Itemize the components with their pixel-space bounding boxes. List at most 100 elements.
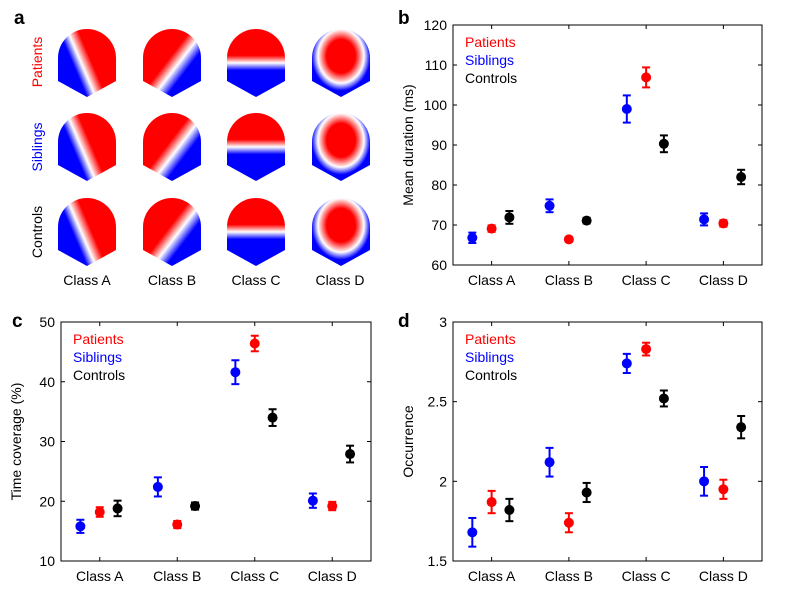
series-patients — [94, 334, 338, 530]
x-tick-label: Class C — [622, 568, 671, 584]
y-tick-label: 3 — [439, 314, 447, 330]
data-point — [172, 519, 183, 530]
data-point — [327, 501, 338, 512]
series-patients — [486, 66, 729, 245]
topomap-siblings-class-c — [227, 113, 285, 181]
y-tick-label: 2 — [439, 473, 447, 489]
topomap-patients-class-a — [58, 29, 116, 97]
y-tick-label: 1.5 — [428, 553, 448, 569]
topomap-siblings-class-d — [312, 113, 370, 181]
series-siblings — [467, 94, 710, 244]
y-tick-label: 20 — [39, 493, 55, 509]
legend-entry-controls: Controls — [465, 70, 517, 86]
series-controls — [504, 134, 747, 226]
x-tick-label: Class D — [699, 568, 748, 584]
panel-label-c: c — [12, 311, 23, 332]
data-point — [641, 72, 652, 83]
y-tick-label: 90 — [431, 137, 447, 153]
y-tick-label: 100 — [424, 97, 448, 113]
panel-label-d: d — [398, 311, 410, 332]
topomap-controls-class-d — [312, 198, 370, 266]
topomap-patients-class-d — [312, 29, 370, 97]
legend-entry-patients: Patients — [73, 331, 124, 347]
x-tick-label: Class D — [308, 568, 357, 584]
x-tick-label: Class C — [230, 568, 279, 584]
data-point — [718, 484, 729, 495]
series-controls — [504, 389, 747, 523]
legend-entry-patients: Patients — [465, 331, 516, 347]
data-point — [658, 393, 669, 404]
x-tick-label: Class B — [153, 568, 201, 584]
x-tick-label: Class B — [545, 568, 593, 584]
data-point — [581, 215, 592, 226]
data-point — [563, 234, 574, 245]
legend-entry-patients: Patients — [465, 34, 516, 50]
column-label-class-d: Class D — [315, 272, 364, 288]
y-axis-label: Mean duration (ms) — [400, 84, 416, 205]
y-tick-label: 10 — [39, 553, 55, 569]
topomap-siblings-class-b — [143, 113, 201, 181]
y-tick-label: 120 — [424, 17, 448, 33]
legend-entry-siblings: Siblings — [465, 52, 514, 68]
data-point — [736, 422, 747, 433]
data-point — [345, 449, 356, 460]
legend-entry-siblings: Siblings — [465, 349, 514, 365]
series-controls — [112, 408, 356, 518]
y-tick-label: 2.5 — [428, 394, 448, 410]
y-tick-label: 110 — [425, 57, 448, 73]
y-tick-label: 80 — [431, 177, 447, 193]
data-point — [152, 481, 163, 492]
data-point — [544, 457, 555, 468]
topomap-controls-class-b — [143, 198, 201, 266]
data-point — [699, 214, 710, 225]
legend-entry-siblings: Siblings — [73, 349, 122, 365]
legend-entry-controls: Controls — [73, 367, 125, 383]
data-point — [467, 232, 478, 243]
series-patients — [486, 341, 729, 534]
y-axis-label: Time coverage (%) — [8, 383, 24, 501]
mean-duration-chart: 60 70 80 90 100 110 120 Class A Class B Class C Cl… — [400, 17, 763, 288]
row-label-siblings: Siblings — [29, 122, 45, 171]
data-point — [621, 104, 632, 114]
legend-entry-controls: Controls — [465, 367, 517, 383]
data-point — [658, 138, 669, 149]
topomap-patients-class-c — [227, 29, 285, 97]
y-axis-label: Occurrence — [400, 405, 416, 478]
data-point — [563, 517, 574, 528]
data-point — [718, 218, 729, 229]
x-tick-label: Class C — [622, 272, 671, 288]
row-label-patients: Patients — [29, 37, 45, 88]
time-coverage-chart: 10 20 30 40 50 Class A Class B Class C Class D Ti… — [8, 314, 372, 584]
data-point — [307, 495, 318, 506]
data-point — [621, 358, 632, 369]
y-tick-label: 60 — [431, 257, 447, 273]
column-label-class-c: Class C — [231, 272, 280, 288]
topomap-controls-class-c — [227, 198, 285, 266]
series-siblings — [467, 352, 710, 548]
column-label-class-a: Class A — [63, 272, 111, 288]
series-siblings — [75, 359, 318, 534]
y-tick-label: 30 — [39, 434, 55, 450]
occurrence-chart: 1.5 2 2.5 3 Class A Class B Class C Class D Occu… — [400, 314, 763, 584]
data-point — [544, 200, 555, 211]
data-point — [486, 223, 497, 234]
data-point — [190, 501, 201, 512]
data-point — [581, 487, 592, 498]
data-point — [467, 527, 478, 538]
data-point — [504, 212, 515, 223]
data-point — [486, 497, 497, 508]
row-label-controls: Controls — [29, 206, 45, 258]
topomap-controls-class-a — [58, 198, 116, 266]
data-point — [112, 503, 123, 514]
y-tick-label: 50 — [39, 314, 55, 330]
data-point — [641, 344, 652, 355]
data-point — [249, 338, 260, 349]
data-point — [94, 507, 105, 518]
y-tick-label: 70 — [431, 217, 447, 233]
data-point — [736, 172, 747, 182]
x-tick-label: Class B — [545, 272, 593, 288]
panel-label-a: a — [14, 8, 25, 29]
topomap-patients-class-b — [143, 29, 201, 97]
x-tick-label: Class A — [76, 568, 124, 584]
